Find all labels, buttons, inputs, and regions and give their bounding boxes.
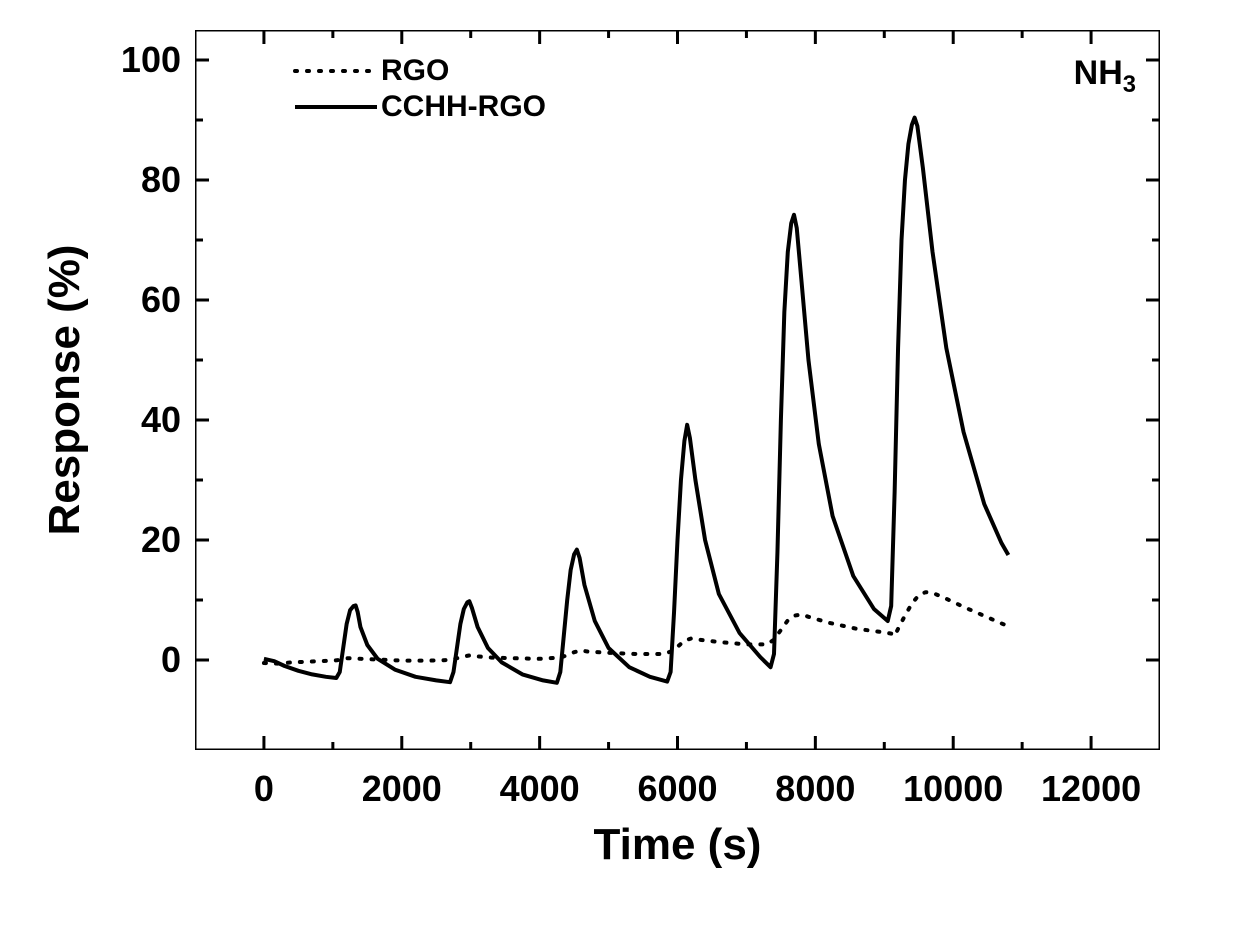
- legend: RGO CCHH-RGO: [291, 56, 546, 122]
- x-tick-label: 4000: [500, 768, 580, 810]
- legend-label: RGO: [381, 56, 449, 86]
- y-tick-label: 80: [141, 159, 181, 201]
- plot-area: [195, 30, 1160, 750]
- y-tick-label: 40: [141, 399, 181, 441]
- legend-item: RGO: [291, 56, 546, 86]
- legend-item: CCHH-RGO: [291, 92, 546, 122]
- x-tick-label: 8000: [775, 768, 855, 810]
- series-cchh_rgo: [264, 118, 1008, 683]
- gas-annotation: NH3: [1074, 54, 1136, 99]
- legend-swatch: [291, 61, 381, 81]
- legend-swatch: [291, 97, 381, 117]
- x-tick-label: 0: [254, 768, 274, 810]
- plot-svg: [195, 30, 1160, 750]
- x-axis-label: Time (s): [594, 820, 762, 870]
- x-tick-label: 2000: [362, 768, 442, 810]
- legend-label: CCHH-RGO: [381, 92, 546, 122]
- y-tick-label: 20: [141, 519, 181, 561]
- figure: Response (%) Time (s) NH3 RGO CCHH-RGO 0 2…: [0, 0, 1240, 931]
- x-tick-label: 12000: [1041, 768, 1141, 810]
- x-tick-label: 10000: [903, 768, 1003, 810]
- x-tick-label: 6000: [637, 768, 717, 810]
- y-tick-label: 0: [161, 639, 181, 681]
- y-tick-label: 100: [121, 39, 181, 81]
- y-axis-label: Response (%): [40, 245, 90, 536]
- y-tick-label: 60: [141, 279, 181, 321]
